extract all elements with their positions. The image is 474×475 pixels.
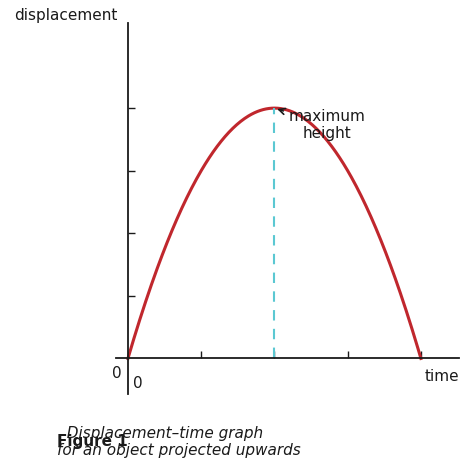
Text: 0: 0	[112, 367, 122, 381]
Text: Figure 1: Figure 1	[57, 434, 128, 449]
Text: Displacement–time graph
for an object projected upwards: Displacement–time graph for an object pr…	[57, 426, 301, 458]
X-axis label: time: time	[424, 369, 459, 384]
Text: maximum
height: maximum height	[279, 108, 365, 141]
Text: 0: 0	[133, 377, 143, 391]
Y-axis label: displacement: displacement	[14, 8, 118, 23]
